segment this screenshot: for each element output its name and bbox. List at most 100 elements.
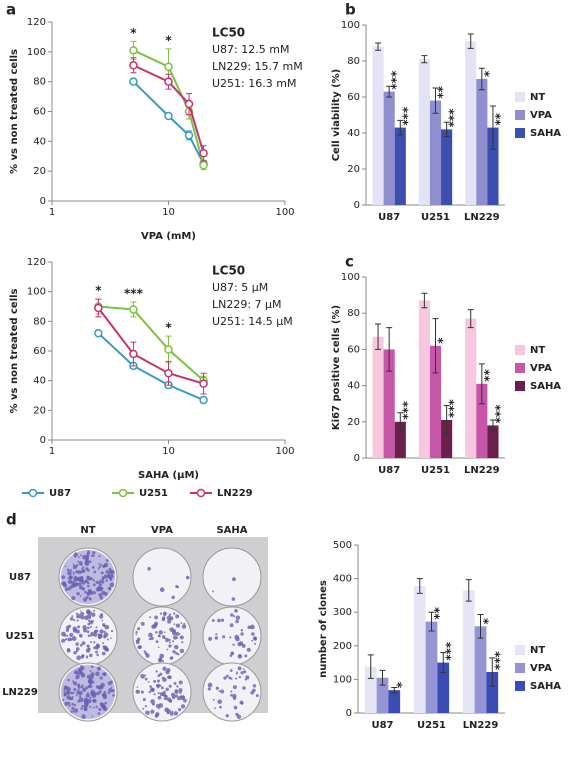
well	[132, 547, 192, 607]
error-bar	[489, 105, 496, 150]
colony	[171, 710, 174, 713]
bar	[376, 677, 389, 713]
colony	[96, 666, 101, 671]
colony	[97, 712, 101, 716]
colony	[80, 611, 85, 616]
colony	[63, 583, 68, 588]
colony	[85, 556, 89, 560]
point	[129, 77, 138, 86]
colony	[74, 629, 77, 632]
colony	[235, 610, 238, 613]
colony	[84, 615, 89, 621]
colony	[99, 614, 104, 619]
colony	[179, 691, 182, 694]
colony	[238, 675, 242, 679]
colony	[85, 579, 87, 582]
y-tick-label: 20	[33, 405, 46, 416]
colony	[61, 575, 66, 580]
bar	[383, 91, 395, 205]
colony	[93, 641, 96, 644]
legend-label: VPA	[530, 663, 552, 674]
point	[184, 131, 194, 140]
y-tick-label: 300	[333, 607, 352, 618]
colony	[163, 631, 166, 634]
colony	[142, 698, 146, 702]
colony	[168, 684, 172, 688]
legend-marker	[196, 488, 206, 498]
legend-swatch	[515, 110, 525, 120]
significance: *	[395, 681, 409, 688]
colony	[235, 619, 239, 624]
colony	[215, 686, 219, 690]
colony	[169, 627, 174, 632]
colony	[244, 654, 248, 658]
y-axis-label: Cell viability (%)	[331, 69, 342, 162]
colony	[176, 585, 179, 589]
colony	[217, 699, 223, 705]
colony	[228, 676, 232, 680]
x-tick-label: 1	[49, 207, 55, 218]
legend-label: SAHA	[530, 128, 561, 139]
colony	[86, 644, 90, 648]
lc50-title: LC50	[212, 26, 245, 40]
colony	[81, 567, 84, 571]
colony	[75, 629, 80, 634]
colony	[136, 686, 139, 688]
colony	[78, 561, 83, 566]
colony	[70, 569, 73, 572]
colony	[157, 686, 159, 689]
row-label: LN229	[2, 687, 38, 698]
x-tick-label: U251	[421, 465, 450, 476]
colony	[83, 707, 88, 712]
colony	[82, 597, 88, 602]
colony	[207, 687, 211, 691]
significance: *	[481, 617, 495, 624]
colony	[101, 575, 106, 580]
colony	[164, 707, 170, 713]
colony	[89, 669, 92, 672]
colony	[151, 702, 155, 706]
colony	[163, 690, 166, 694]
colony	[230, 690, 233, 693]
colony	[92, 698, 97, 703]
colony	[65, 701, 67, 704]
bar	[372, 336, 384, 458]
colony	[101, 590, 106, 596]
colony	[244, 678, 247, 681]
colony	[251, 632, 255, 636]
legend-swatch	[515, 345, 525, 355]
colony	[86, 568, 90, 572]
colony	[163, 694, 167, 698]
colony	[73, 708, 79, 713]
colony	[180, 704, 186, 709]
colony	[104, 624, 110, 630]
colony	[92, 681, 95, 684]
row-label: U87	[9, 572, 31, 583]
colony	[254, 642, 257, 645]
error-bar	[386, 327, 393, 372]
colony	[182, 695, 185, 699]
colony	[219, 705, 222, 709]
colony	[65, 628, 70, 632]
colony	[68, 704, 71, 707]
colony	[165, 687, 170, 692]
colony	[108, 569, 113, 575]
error-bar	[421, 55, 428, 64]
colony	[137, 645, 141, 649]
colony	[154, 715, 158, 718]
x-tick-label: 10	[162, 207, 175, 218]
legend-label: U87	[49, 488, 71, 499]
error-bar	[465, 579, 472, 602]
colony	[235, 615, 241, 620]
colony	[166, 711, 170, 715]
colony	[240, 632, 244, 636]
colony	[82, 628, 88, 633]
colony	[78, 556, 80, 558]
colony	[135, 639, 139, 643]
colony	[72, 680, 75, 683]
y-tick-label: 100	[341, 272, 360, 283]
error-bar	[440, 652, 447, 674]
colony	[75, 676, 79, 680]
colony-plate-image	[38, 537, 268, 722]
colony	[236, 671, 239, 674]
